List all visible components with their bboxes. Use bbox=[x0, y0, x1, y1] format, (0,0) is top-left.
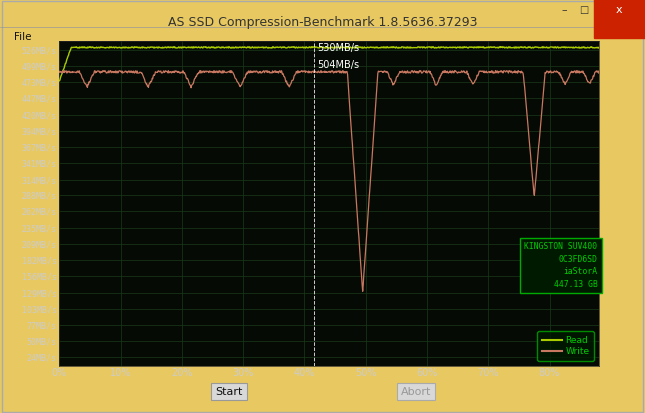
Text: Abort: Abort bbox=[401, 387, 432, 396]
Text: □: □ bbox=[579, 5, 588, 15]
Text: Start: Start bbox=[215, 387, 243, 396]
Text: File: File bbox=[14, 32, 32, 42]
Text: KINGSTON SUV400
0C3FD6SD
iaStorA
447.13 GB: KINGSTON SUV400 0C3FD6SD iaStorA 447.13 … bbox=[524, 242, 597, 289]
Legend: Read, Write: Read, Write bbox=[537, 331, 594, 361]
Text: x: x bbox=[616, 5, 622, 15]
Text: –: – bbox=[562, 5, 567, 15]
Text: 504MB/s: 504MB/s bbox=[317, 59, 359, 69]
Text: 530MB/s: 530MB/s bbox=[317, 43, 359, 53]
Text: AS SSD Compression-Benchmark 1.8.5636.37293: AS SSD Compression-Benchmark 1.8.5636.37… bbox=[168, 16, 477, 28]
